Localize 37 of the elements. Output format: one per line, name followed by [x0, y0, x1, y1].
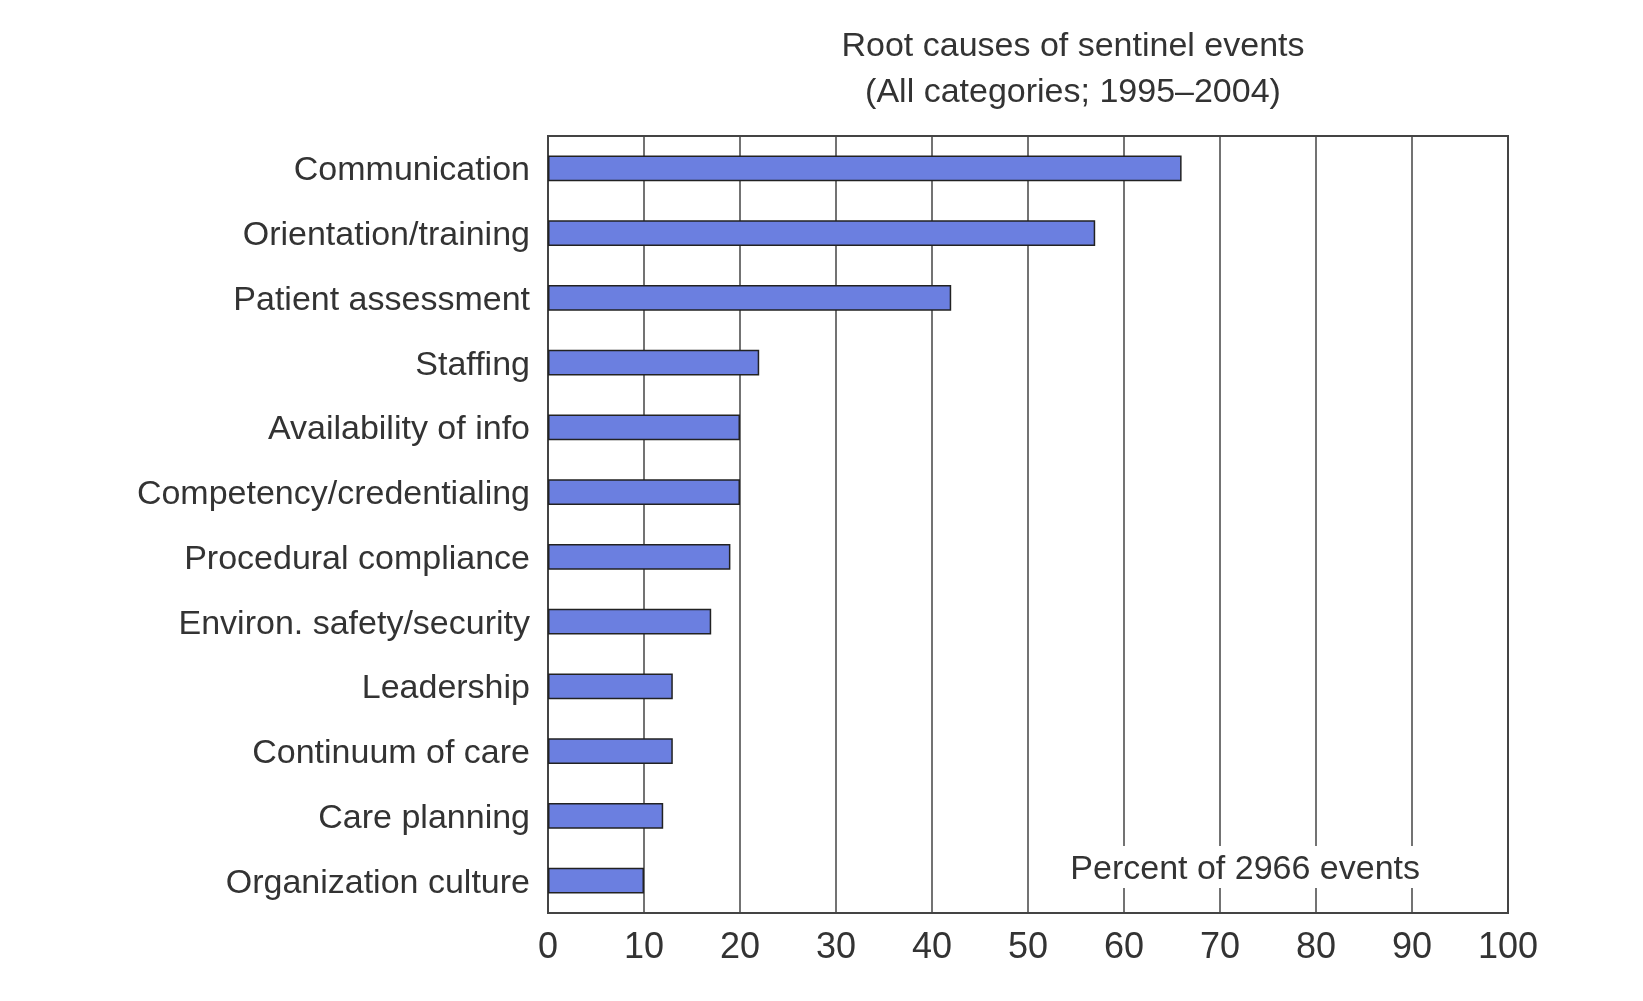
- y-tick-label: Staffing: [415, 343, 530, 382]
- y-tick-label: Communication: [293, 149, 530, 188]
- y-tick-label: Environ. safety/security: [178, 602, 530, 641]
- bar: [548, 867, 644, 894]
- y-tick-label: Care planning: [318, 796, 530, 835]
- bar: [548, 155, 1182, 182]
- x-axis-title: Percent of 2966 events: [1070, 848, 1421, 886]
- bar: [548, 608, 712, 635]
- x-tick-label: 100: [1477, 924, 1539, 966]
- y-tick-label: Availability of info: [267, 408, 530, 447]
- x-tick-label: 70: [1199, 924, 1241, 966]
- bar: [548, 802, 664, 829]
- x-tick-label: 60: [1103, 924, 1145, 966]
- bar: [548, 284, 952, 311]
- x-tick-label: 0: [537, 924, 559, 966]
- bar: [548, 738, 673, 765]
- x-tick-label: 40: [911, 924, 953, 966]
- chart-title: Root causes of sentinel events (All categories; 1995–2004): [841, 25, 1305, 109]
- x-tick-label: 50: [1007, 924, 1049, 966]
- y-tick-label: Procedural compliance: [184, 537, 530, 576]
- bar: [548, 414, 740, 441]
- bar: [548, 220, 1096, 247]
- y-tick-label: Continuum of care: [252, 732, 530, 771]
- x-tick-label: 80: [1295, 924, 1337, 966]
- y-tick-label: Competency/credentialing: [136, 473, 530, 512]
- bar: [548, 673, 673, 700]
- bar: [548, 543, 731, 570]
- y-tick-label: Patient assessment: [233, 278, 531, 317]
- x-tick-label: 90: [1391, 924, 1433, 966]
- bar: [548, 349, 760, 376]
- y-tick-label: Leadership: [361, 667, 530, 706]
- x-tick-label: 30: [815, 924, 857, 966]
- x-tick-label: 10: [623, 924, 665, 966]
- x-tick-label: 20: [719, 924, 761, 966]
- y-tick-label: Organization culture: [225, 861, 530, 900]
- y-tick-label: Orientation/training: [242, 214, 530, 253]
- bar: [548, 479, 740, 506]
